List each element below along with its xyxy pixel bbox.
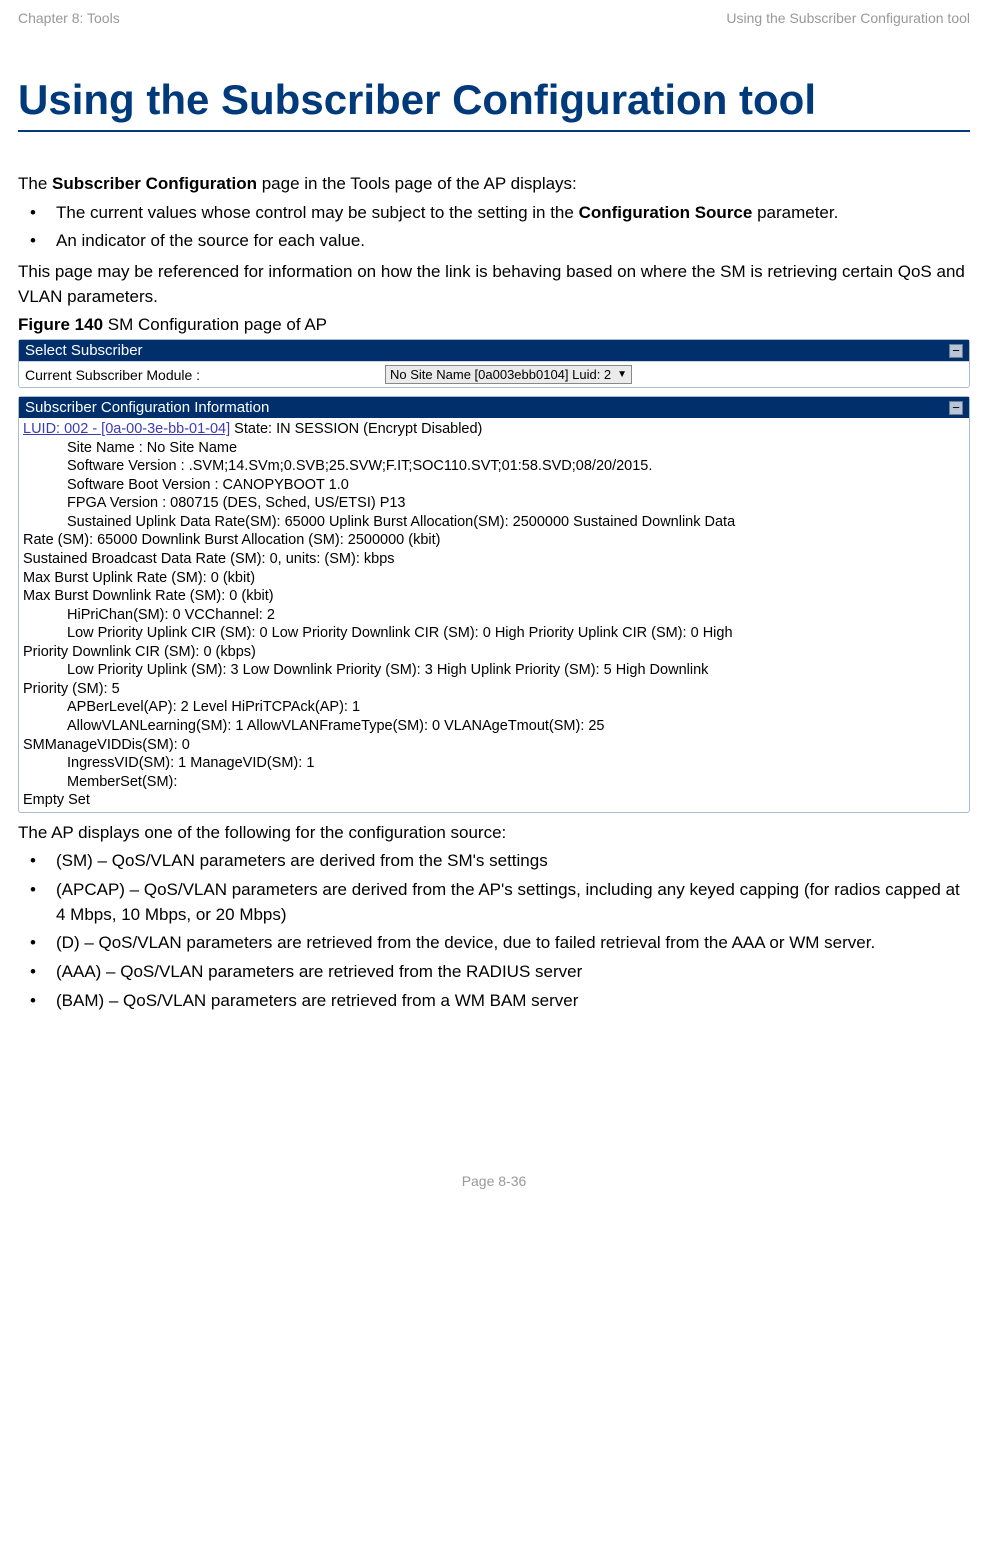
page-title: Using the Subscriber Configuration tool bbox=[18, 76, 970, 124]
collapse-icon[interactable]: − bbox=[949, 401, 963, 415]
config-line: Software Version : .SVM;14.SVm;0.SVB;25.… bbox=[23, 457, 965, 476]
luid-rest: State: IN SESSION (Encrypt Disabled) bbox=[230, 421, 482, 437]
config-line: Low Priority Uplink (SM): 3 Low Downlink… bbox=[23, 661, 965, 680]
after-figure-lead: The AP displays one of the following for… bbox=[18, 821, 970, 846]
figure-label-bold: Figure 140 bbox=[18, 315, 103, 334]
config-line: Rate (SM): 65000 Downlink Burst Allocati… bbox=[23, 531, 965, 550]
intro-b1-post: parameter. bbox=[752, 203, 838, 222]
config-line: Low Priority Uplink CIR (SM): 0 Low Prio… bbox=[23, 624, 965, 643]
config-line: Priority Downlink CIR (SM): 0 (kbps) bbox=[23, 643, 965, 662]
current-subscriber-row: Current Subscriber Module : No Site Name… bbox=[19, 361, 969, 387]
select-subscriber-title: Select Subscriber bbox=[25, 342, 143, 359]
chevron-down-icon: ▼ bbox=[617, 369, 627, 380]
intro-b1-pre: The current values whose control may be … bbox=[56, 203, 579, 222]
intro-bullet-1: The current values whose control may be … bbox=[18, 201, 970, 226]
luid-link[interactable]: LUID: 002 - [0a-00-3e-bb-01-04] bbox=[23, 421, 230, 437]
config-line: Site Name : No Site Name bbox=[23, 439, 965, 458]
intro-para2: This page may be referenced for informat… bbox=[18, 260, 970, 309]
config-line: Empty Set bbox=[23, 791, 965, 810]
intro-line1-bold: Subscriber Configuration bbox=[52, 174, 257, 193]
intro-line1-post: page in the Tools page of the AP display… bbox=[257, 174, 577, 193]
config-source-list: (SM) – QoS/VLAN parameters are derived f… bbox=[18, 849, 970, 1013]
current-subscriber-label: Current Subscriber Module : bbox=[25, 367, 385, 383]
config-line: Max Burst Uplink Rate (SM): 0 (kbit) bbox=[23, 569, 965, 588]
figure-caption: Figure 140 SM Configuration page of AP bbox=[18, 315, 970, 335]
subscriber-config-body: LUID: 002 - [0a-00-3e-bb-01-04] State: I… bbox=[19, 418, 969, 811]
subscriber-dropdown[interactable]: No Site Name [0a003ebb0104] Luid: 2 ▼ bbox=[385, 365, 632, 384]
select-subscriber-panel: Select Subscriber − Current Subscriber M… bbox=[18, 339, 970, 388]
select-subscriber-header: Select Subscriber − bbox=[19, 340, 969, 361]
config-source-item: (BAM) – QoS/VLAN parameters are retrieve… bbox=[18, 989, 970, 1014]
config-line: Sustained Broadcast Data Rate (SM): 0, u… bbox=[23, 550, 965, 569]
config-source-item: (D) – QoS/VLAN parameters are retrieved … bbox=[18, 931, 970, 956]
collapse-icon[interactable]: − bbox=[949, 344, 963, 358]
config-luid-line: LUID: 002 - [0a-00-3e-bb-01-04] State: I… bbox=[23, 420, 965, 439]
config-line: Sustained Uplink Data Rate(SM): 65000 Up… bbox=[23, 513, 965, 532]
header-left: Chapter 8: Tools bbox=[18, 10, 120, 26]
intro-list: The current values whose control may be … bbox=[18, 201, 970, 254]
subscriber-config-title: Subscriber Configuration Information bbox=[25, 399, 269, 416]
intro-b1-bold: Configuration Source bbox=[579, 203, 753, 222]
config-line: MemberSet(SM): bbox=[23, 773, 965, 792]
config-line: Max Burst Downlink Rate (SM): 0 (kbit) bbox=[23, 587, 965, 606]
config-line: Software Boot Version : CANOPYBOOT 1.0 bbox=[23, 476, 965, 495]
intro-line1-pre: The bbox=[18, 174, 52, 193]
config-line: IngressVID(SM): 1 ManageVID(SM): 1 bbox=[23, 754, 965, 773]
subscriber-config-header: Subscriber Configuration Information − bbox=[19, 397, 969, 418]
config-line: FPGA Version : 080715 (DES, Sched, US/ET… bbox=[23, 494, 965, 513]
config-line: APBerLevel(AP): 2 Level HiPriTCPAck(AP):… bbox=[23, 698, 965, 717]
config-line: HiPriChan(SM): 0 VCChannel: 2 bbox=[23, 606, 965, 625]
config-source-item: (AAA) – QoS/VLAN parameters are retrieve… bbox=[18, 960, 970, 985]
header-right: Using the Subscriber Configuration tool bbox=[726, 10, 970, 26]
title-rule bbox=[18, 130, 970, 132]
figure-label-rest: SM Configuration page of AP bbox=[103, 315, 327, 334]
page-footer: Page 8-36 bbox=[18, 1173, 970, 1189]
config-line: AllowVLANLearning(SM): 1 AllowVLANFrameT… bbox=[23, 717, 965, 736]
config-line: SMManageVIDDis(SM): 0 bbox=[23, 736, 965, 755]
subscriber-dropdown-value: No Site Name [0a003ebb0104] Luid: 2 bbox=[390, 367, 611, 382]
intro-line1: The Subscriber Configuration page in the… bbox=[18, 172, 970, 197]
intro-bullet-2: An indicator of the source for each valu… bbox=[18, 229, 970, 254]
subscriber-config-panel: Subscriber Configuration Information − L… bbox=[18, 396, 970, 812]
config-source-item: (APCAP) – QoS/VLAN parameters are derive… bbox=[18, 878, 970, 927]
config-source-item: (SM) – QoS/VLAN parameters are derived f… bbox=[18, 849, 970, 874]
config-line: Priority (SM): 5 bbox=[23, 680, 965, 699]
